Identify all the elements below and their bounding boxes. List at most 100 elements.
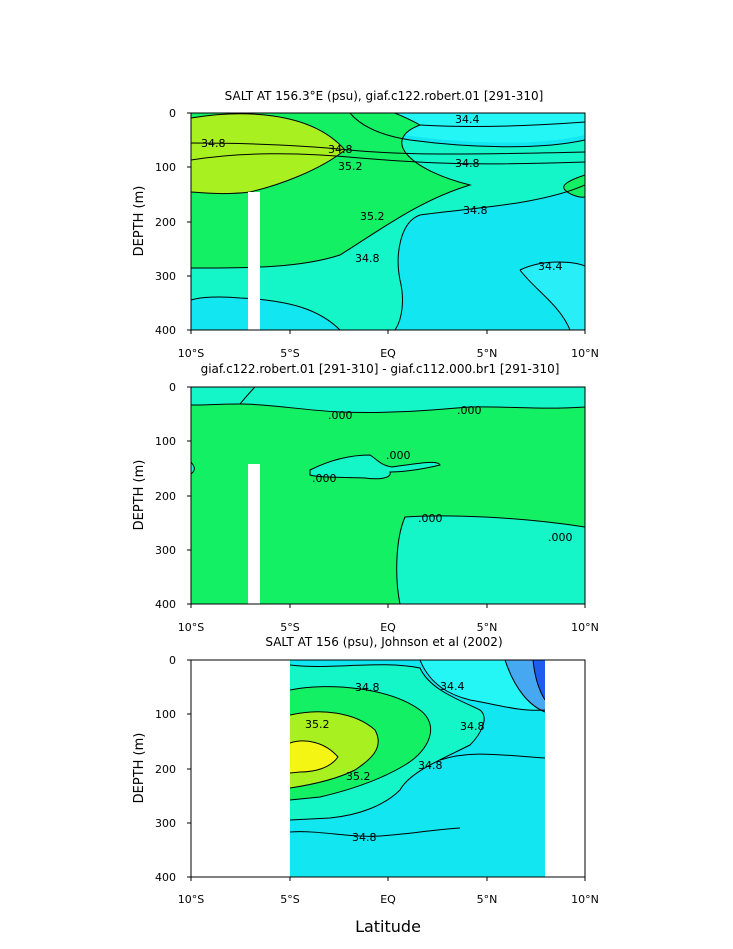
p3-xtick-2: EQ [380,893,396,906]
p1-contour-1 [191,142,585,155]
p2-label-3: .000 [386,449,411,462]
panel-2: giaf.c122.robert.01 [291-310] - giaf.c11… [132,362,599,634]
p2-label-1: .000 [328,409,353,422]
p3-label-5: 35.2 [346,770,371,783]
p1-xtick-1: 5°S [280,347,299,360]
p3-contour-4 [290,740,339,774]
p1-label-8: 34.8 [355,252,380,265]
p2-xtick-4: 10°N [571,621,599,634]
p1-label-7: 34.8 [463,204,488,217]
p1-label-1: 34.8 [201,137,226,150]
p3-ytick-4: 400 [155,871,176,884]
p2-label-5: .000 [418,512,443,525]
p2-xtick-0: 10°S [178,621,204,634]
panel-2-title: giaf.c122.robert.01 [291-310] - giaf.c11… [201,362,560,376]
p3-label-6: 34.8 [418,759,443,772]
p1-xtick-2: EQ [380,347,396,360]
p1-label-9: 34.4 [538,260,563,273]
p1-ytick-1: 100 [155,161,176,174]
p1-contour-5 [191,113,346,195]
p1-contour-11 [563,174,585,198]
p2-xtick-1: 5°S [280,621,299,634]
p3-contour-3 [290,711,379,789]
p1-contour-2 [191,153,585,165]
p2-label-2: .000 [457,404,482,417]
p1-ytick-3: 300 [155,270,176,283]
p2-ytick-4: 400 [155,598,176,611]
panel-1-ylabel: DEPTH (m) [132,186,147,257]
panel-1: SALT AT 156.3°E (psu), giaf.c122.robert.… [132,89,599,360]
p3-contour-5 [419,660,545,711]
p1-ytick-4: 400 [155,324,176,337]
p1-label-5: 34.8 [455,157,480,170]
p1-xtick-3: 5°N [477,347,498,360]
p1-contour-3 [349,113,585,148]
p2-masked-column [248,464,260,604]
p3-contour-1 [290,664,485,821]
p3-contour-7 [532,660,545,701]
panel-1-contour-labels: 34.8 34.8 34.4 35.2 34.8 35.2 34.8 34.8 … [201,113,563,273]
panel-1-x-axis: 10°S 5°S EQ 5°N 10°N [178,347,599,360]
p2-ytick-0: 0 [169,381,176,394]
p1-label-4: 35.2 [338,160,363,173]
p3-label-2: 34.4 [440,680,465,693]
panel-2-ticks [187,386,586,608]
p1-contour-7 [191,296,341,330]
p3-contour-9 [439,753,545,761]
p3-contour-2 [290,686,432,801]
p3-ytick-1: 100 [155,708,176,721]
p3-label-3: 35.2 [305,718,330,731]
p1-contour-6 [191,113,472,269]
p1-label-3: 34.4 [455,113,480,126]
panel-2-x-axis: 10°S 5°S EQ 5°N 10°N [178,621,599,634]
p3-contour-8 [290,827,461,837]
p2-xtick-3: 5°N [477,621,498,634]
p2-label-6: .000 [548,531,573,544]
p1-masked-column [248,192,260,330]
p3-xtick-3: 5°N [477,893,498,906]
panel-1-y-axis: 0 100 200 300 400 [155,107,176,337]
panel-1-ticks [187,112,586,334]
panel-3-y-axis: 0 100 200 300 400 [155,654,176,884]
panel-2-contour-labels: .000 .000 .000 .000 .000 .000 [312,404,573,544]
p3-fill-blue-mid [505,660,545,712]
panel-3-plot-area [290,660,545,877]
panel-3-title: SALT AT 156 (psu), Johnson et al (2002) [265,635,502,649]
p3-xtick-4: 10°N [571,893,599,906]
p3-fill-deep-blue-corner [533,660,545,700]
panel-2-y-axis: 0 100 200 300 400 [155,381,176,611]
p3-xtick-1: 5°S [280,893,299,906]
panel-3-xlabel: Latitude [355,917,421,936]
p3-label-4: 34.8 [460,720,485,733]
p2-contour-small [239,387,256,405]
p2-fill-aqua-top [191,387,585,413]
panel-1-title: SALT AT 156.3°E (psu), giaf.c122.robert.… [225,89,544,103]
p1-xtick-4: 10°N [571,347,599,360]
p1-label-2: 34.8 [328,143,353,156]
p1-contour-8 [394,184,585,330]
p1-xtick-0: 10°S [178,347,204,360]
p2-contour-top [191,403,585,413]
p3-ytick-3: 300 [155,817,176,830]
p2-ytick-2: 200 [155,490,176,503]
p3-xtick-0: 10°S [178,893,204,906]
p1-ytick-0: 0 [169,107,176,120]
p2-contour-lens [309,454,441,480]
p2-ytick-1: 100 [155,435,176,448]
panel-2-ylabel: DEPTH (m) [132,460,147,531]
panel-3-contour-labels: 34.8 34.4 35.2 34.8 35.2 34.8 34.8 [305,680,485,844]
p3-fill-yellow [290,740,338,773]
panel-1-plot-area [191,113,585,330]
p1-contour-4 [419,121,585,127]
p2-label-4: .000 [312,472,337,485]
p1-fill-cyan-light-se [520,262,585,330]
p1-label-6: 35.2 [360,210,385,223]
panel-3: SALT AT 156 (psu), Johnson et al (2002) … [132,635,599,936]
p1-fill-green-east-lens [563,175,585,198]
p2-contour-west [191,461,195,475]
p3-label-7: 34.8 [352,831,377,844]
p3-label-1: 34.8 [355,681,380,694]
p3-ytick-0: 0 [169,654,176,667]
p2-xtick-2: EQ [380,621,396,634]
